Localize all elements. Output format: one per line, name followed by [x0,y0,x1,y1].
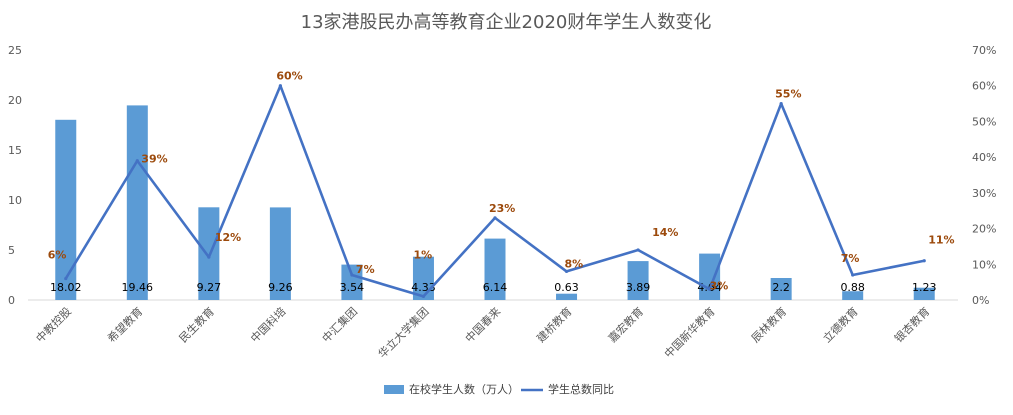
line-value-label: 14% [652,226,678,239]
bar-value-label: 6.14 [483,281,508,294]
bar [556,293,578,300]
right-tick-label: 60% [972,80,996,93]
line-point [135,159,139,163]
bar [126,105,148,301]
category-labels: 中教控股 希望教育 民生教育 中国科培 中汇集团 华立大学集团 中国春来 建桥教育 嘉宏教育 中国… [33,304,932,361]
line-point [421,294,426,299]
bar [770,278,792,300]
bar [842,291,864,300]
bar [627,261,649,300]
line-point [708,287,712,291]
bar [341,264,363,300]
bar-value-label: 0.63 [554,281,579,294]
line-value-label: 23% [489,202,515,215]
left-tick-label: 5 [8,244,15,257]
bar-series [55,105,935,301]
right-tick-label: 70% [972,44,996,57]
line-value-label: 3% [710,279,729,292]
left-tick-label: 15 [8,144,22,157]
category-label: 立德教育 [820,304,861,345]
left-tick-label: 20 [8,94,22,107]
bar-value-label: 0.88 [840,281,865,294]
line-value-label: 8% [565,257,584,270]
bar [269,207,291,300]
category-label: 建桥教育 [534,304,575,345]
line-point [493,216,497,220]
line-point [207,255,211,259]
bar-value-label: 19.46 [122,281,154,294]
bar [699,253,721,300]
legend-bar-label: 在校学生人数（万人） [409,382,519,396]
right-tick-label: 0% [972,294,989,307]
line-point [779,101,783,106]
bar-value-label: 3.89 [626,281,651,294]
legend-line-label: 学生总数同比 [548,382,614,396]
line-point [851,273,855,277]
line-point [636,248,640,252]
right-tick-label: 20% [972,223,996,236]
category-label: 中国新华教育 [661,304,718,361]
category-label: 嘉宏教育 [605,304,646,345]
left-axis: 0 5 10 15 20 25 [8,44,22,307]
bar-value-label: 1.23 [912,281,937,294]
line-value-label: 55% [775,88,801,101]
category-label: 辰林教育 [748,304,789,345]
line-value-label: 7% [841,252,860,265]
line-value-label: 7% [356,263,375,276]
category-label: 华立大学集团 [375,304,432,361]
line-value-label: 39% [141,153,167,166]
line-value-label: 11% [928,234,954,247]
right-tick-label: 10% [972,258,996,271]
line-value-label: 12% [215,231,241,244]
bar-value-label: 9.27 [197,281,222,294]
bar-value-labels: 18.02 19.46 9.27 9.26 3.54 4.33 6.14 0.63 3.89 4.… [50,281,936,294]
left-tick-label: 10 [8,194,22,207]
line-value-label: 1% [413,248,432,261]
right-tick-label: 30% [972,187,996,200]
bar-value-label: 2.2 [772,281,790,294]
bar [55,119,77,300]
line-value-label: 6% [48,249,67,262]
category-label: 希望教育 [104,304,145,345]
legend-swatch-bar [384,385,404,394]
right-axis: 0% 10% 20% 30% 40% 50% 60% 70% [972,44,996,307]
chart-title: 13家港股民办高等教育企业2020财年学生人数变化 [301,12,712,33]
category-label: 中国春来 [463,305,503,345]
line-value-labels: 6% 39% 12% 60% 7% 1% 23% 8% 14% 3% 55% 7% 11% [48,70,955,293]
bar-value-label: 3.54 [340,281,365,294]
category-label: 中教控股 [33,304,74,345]
bar [913,287,935,300]
line-point [278,84,282,88]
line-point [350,273,354,277]
line-series [64,84,926,299]
category-label: 银杏教育 [891,304,932,345]
bar [198,207,220,300]
bar [484,238,506,300]
right-tick-label: 50% [972,115,996,128]
left-tick-label: 0 [8,294,15,307]
category-label: 民生教育 [176,304,217,345]
bar-value-label: 18.02 [50,281,82,294]
line-point [564,269,569,274]
right-tick-label: 40% [972,151,996,164]
line-point [922,259,926,263]
left-tick-label: 25 [8,44,22,57]
line-value-label: 60% [276,70,302,83]
legend: 在校学生人数（万人） 学生总数同比 [384,382,614,396]
category-label: 中国科培 [247,304,288,345]
category-label: 中汇集团 [319,304,360,345]
bar-value-label: 9.26 [268,281,293,294]
line-point [64,276,68,281]
